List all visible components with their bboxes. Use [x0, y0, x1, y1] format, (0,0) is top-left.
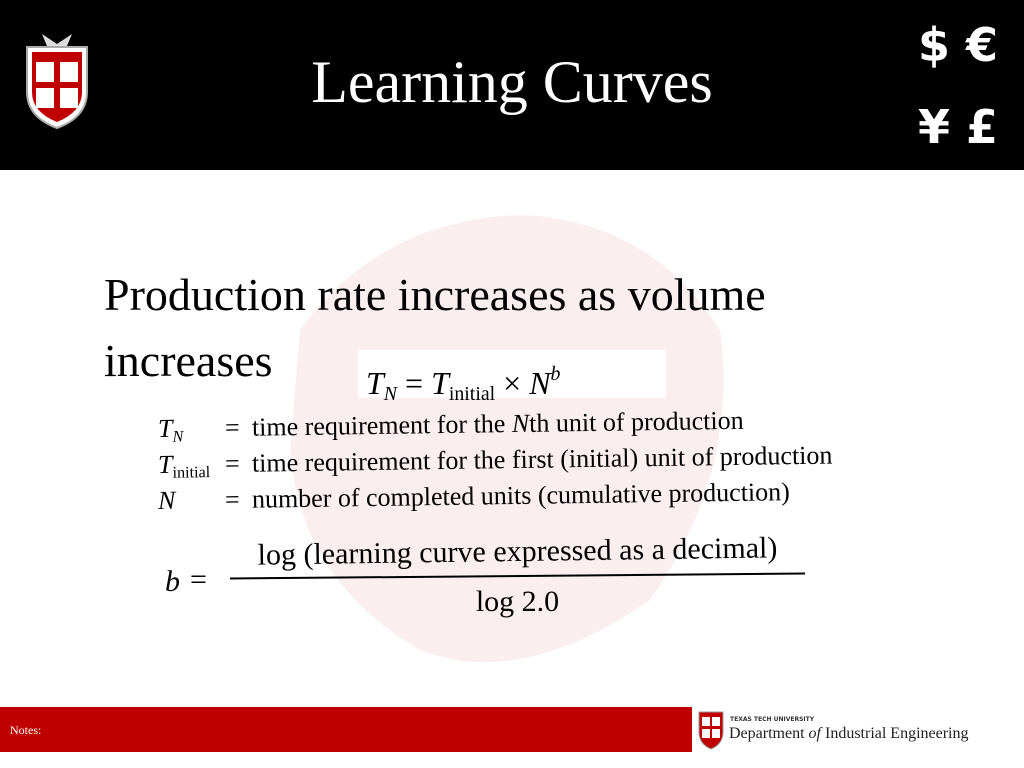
notes-label: Notes: [10, 723, 42, 737]
watermark-shape [290, 215, 724, 663]
text: Industrial Engineering [820, 725, 969, 742]
symbol: b [165, 565, 180, 598]
symbol: N [529, 364, 551, 401]
definition-text: time requirement for the Nth unit of pro… [252, 406, 744, 443]
subscript: initial [172, 464, 211, 482]
body-text: Production rate increases as volume incr… [104, 269, 766, 386]
exponent: b [550, 363, 561, 385]
symbol: T [157, 449, 173, 479]
title: Learning Curves [311, 49, 713, 115]
university-name: TEXAS TECH UNIVERSITY [730, 716, 815, 723]
operator: = [224, 448, 240, 479]
currency-symbols: $ € [918, 18, 999, 72]
header-bar [0, 0, 1024, 170]
symbol-cell: Tinitial [158, 449, 211, 483]
operator: = [190, 563, 207, 596]
symbol: N [511, 408, 530, 439]
symbol-cell: TN [158, 414, 184, 447]
denominator: log 2.0 [475, 585, 560, 618]
symbol: N [157, 485, 176, 515]
symbol: T [366, 364, 384, 401]
subscript: N [383, 382, 398, 405]
operator: = [224, 484, 240, 515]
text: number of completed units (cumulative pr… [251, 477, 791, 514]
subscript-wrap: N [172, 428, 183, 445]
department-name: Department of Industrial Engineering [729, 725, 969, 743]
symbol: T [157, 413, 173, 443]
footer-logo [698, 711, 724, 750]
footer-bar [0, 707, 692, 752]
logo [26, 34, 88, 130]
operator: × [503, 364, 522, 401]
operator: = [224, 412, 240, 443]
text: time requirement for the [251, 409, 513, 442]
symbol-cell: N [158, 486, 176, 516]
definition-text: number of completed units (cumulative pr… [252, 477, 790, 515]
subscript: initial [448, 382, 496, 405]
currency-symbols: ¥ £ [918, 100, 999, 154]
text: th unit of production [528, 405, 744, 438]
operator: = [405, 364, 424, 401]
text: Department [729, 725, 809, 742]
subscript: N [172, 428, 184, 446]
symbol: T [431, 364, 449, 401]
text: of [808, 725, 821, 742]
formula: TN = Tinitial × Nb [358, 350, 666, 405]
subscript-wrap: initial [172, 464, 210, 482]
